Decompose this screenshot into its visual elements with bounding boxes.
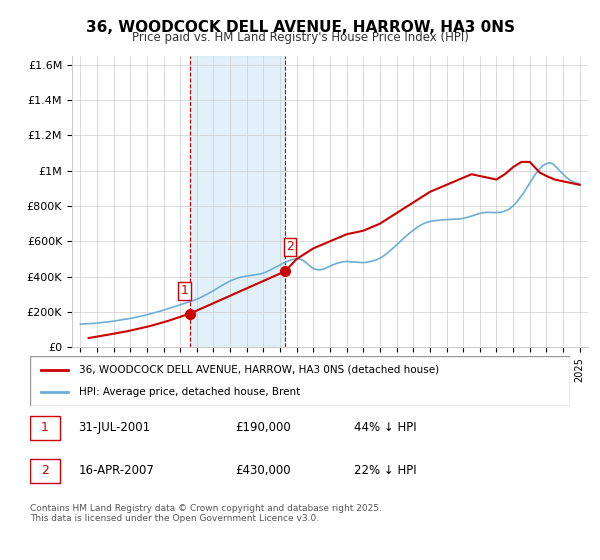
Text: 22% ↓ HPI: 22% ↓ HPI	[354, 464, 416, 477]
Text: 2: 2	[41, 464, 49, 477]
Text: Contains HM Land Registry data © Crown copyright and database right 2025.
This d: Contains HM Land Registry data © Crown c…	[30, 504, 382, 524]
Text: 31-JUL-2001: 31-JUL-2001	[79, 421, 151, 435]
Text: 1: 1	[181, 284, 189, 297]
Text: 16-APR-2007: 16-APR-2007	[79, 464, 154, 477]
Text: 36, WOODCOCK DELL AVENUE, HARROW, HA3 0NS: 36, WOODCOCK DELL AVENUE, HARROW, HA3 0N…	[86, 20, 515, 35]
Text: £190,000: £190,000	[235, 421, 291, 435]
Text: 2: 2	[286, 240, 294, 253]
Text: 36, WOODCOCK DELL AVENUE, HARROW, HA3 0NS (detached house): 36, WOODCOCK DELL AVENUE, HARROW, HA3 0N…	[79, 365, 439, 375]
Text: Price paid vs. HM Land Registry's House Price Index (HPI): Price paid vs. HM Land Registry's House …	[131, 31, 469, 44]
FancyBboxPatch shape	[30, 356, 570, 406]
Text: HPI: Average price, detached house, Brent: HPI: Average price, detached house, Bren…	[79, 387, 300, 397]
Text: 1: 1	[41, 421, 49, 435]
Text: 44% ↓ HPI: 44% ↓ HPI	[354, 421, 416, 435]
Text: £430,000: £430,000	[235, 464, 291, 477]
Bar	[190, 56, 285, 347]
FancyBboxPatch shape	[30, 416, 60, 440]
FancyBboxPatch shape	[30, 459, 60, 483]
